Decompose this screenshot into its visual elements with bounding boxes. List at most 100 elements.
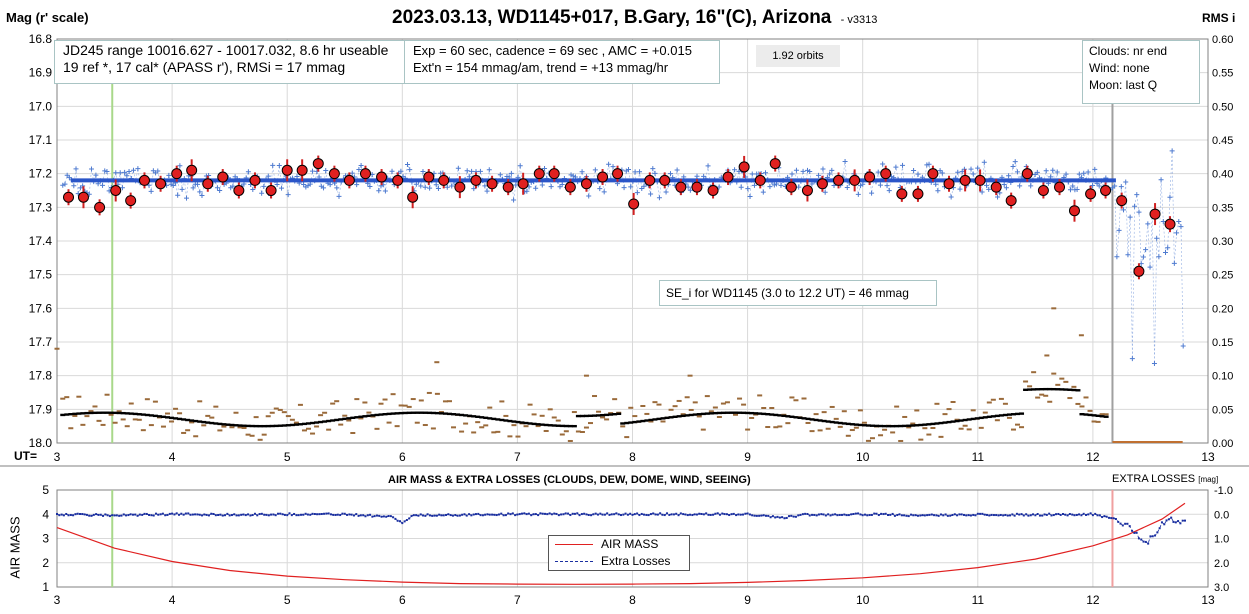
loss-point [1105, 515, 1108, 518]
loss-point [474, 513, 477, 516]
loss-point [857, 512, 860, 515]
raw-point [179, 186, 185, 192]
loss-point [962, 513, 965, 516]
raw-point [621, 185, 627, 191]
loss-point [468, 513, 471, 516]
binned-point [438, 174, 450, 186]
loss-point [152, 514, 155, 517]
y-tick-label: 16.8 [29, 32, 53, 46]
upper-plot-frame [56, 38, 1209, 444]
raw-point [398, 168, 404, 174]
raw-point [986, 186, 992, 192]
raw-point [1017, 183, 1023, 189]
raw-point [1178, 224, 1184, 230]
loss-point [661, 513, 664, 516]
loss-point [472, 513, 475, 516]
loss-point [451, 514, 454, 517]
raw-point [763, 170, 769, 176]
lower-x-tick-label: 9 [744, 593, 751, 607]
loss-point [788, 515, 791, 518]
loss-point [1108, 516, 1111, 519]
binned-point [1085, 188, 1097, 200]
raw-point [349, 170, 355, 176]
raw-point [175, 192, 181, 198]
upper-axis-labels: 16.8 16.9 17.0 17.1 17.2 17.3 17.4 17.5 17.6 17.7… [29, 32, 1234, 464]
loss-point [990, 513, 993, 516]
legend-losses-swatch [555, 561, 593, 562]
loss-point [355, 513, 358, 516]
binned-point [155, 178, 167, 190]
loss-point [953, 513, 956, 516]
binned-point [376, 171, 388, 183]
loss-point [56, 512, 58, 515]
loss-point [194, 513, 197, 516]
raw-point [959, 169, 965, 175]
binned-point [138, 174, 150, 186]
loss-point [949, 514, 952, 517]
binned-point [486, 178, 498, 190]
raw-point [1143, 247, 1149, 253]
lower-x-tick-label: 3 [54, 593, 61, 607]
lower-x-tick-label: 7 [514, 593, 521, 607]
loss-point [817, 513, 820, 516]
binned-point [171, 168, 183, 180]
raw-point [524, 188, 530, 194]
raw-point [477, 168, 483, 174]
loss-point [746, 512, 749, 515]
raw-point [1147, 264, 1153, 270]
loss-point [1073, 514, 1076, 517]
raw-point [855, 191, 861, 197]
raw-point [1169, 148, 1175, 154]
raw-point [1154, 235, 1160, 241]
raw-point [1132, 203, 1138, 209]
loss-point [373, 515, 376, 518]
loss-point [327, 512, 330, 515]
loss-point [548, 512, 551, 515]
raw-point [1014, 169, 1020, 175]
loss-point [919, 514, 922, 517]
loss-point [359, 514, 362, 517]
raw-point [1043, 168, 1049, 174]
loss-point [532, 513, 535, 516]
loss-point [106, 514, 109, 517]
loss-point [178, 513, 181, 516]
loss-point [67, 514, 70, 517]
loss-point [300, 513, 303, 516]
y-axis-title: Mag (r' scale) [6, 10, 89, 25]
raw-point [789, 171, 795, 177]
raw-point [376, 188, 382, 194]
x-tick-label: 8 [629, 450, 636, 464]
raw-point [455, 165, 461, 171]
raw-point [539, 182, 545, 188]
loss-point [560, 513, 563, 516]
loss-point [323, 512, 326, 515]
loss-point [859, 513, 862, 516]
loss-point [1126, 522, 1129, 525]
y-tick-label: 18.0 [29, 436, 53, 450]
legend-losses-label: Extra Losses [601, 554, 671, 568]
loss-point [62, 514, 65, 517]
loss-point [260, 512, 263, 515]
raw-point [975, 165, 981, 171]
raw-point [625, 167, 631, 173]
loss-point [113, 514, 116, 517]
loss-point [1029, 514, 1032, 517]
raw-point [745, 186, 751, 192]
loss-point [875, 512, 878, 515]
raw-point [948, 194, 954, 200]
loss-point [1020, 513, 1023, 516]
loss-point [341, 512, 344, 515]
x-tick-label: 3 [54, 450, 61, 464]
loss-point [762, 514, 765, 517]
loss-point [1110, 517, 1113, 520]
loss-point [707, 513, 710, 516]
raw-point [900, 162, 906, 168]
raw-point [1176, 218, 1182, 224]
loss-point [594, 512, 597, 515]
loss-point [900, 514, 903, 517]
loss-point [65, 512, 68, 515]
loss-point [972, 513, 975, 516]
raw-point [648, 191, 654, 197]
loss-point [295, 514, 298, 517]
loss-point [325, 512, 328, 515]
